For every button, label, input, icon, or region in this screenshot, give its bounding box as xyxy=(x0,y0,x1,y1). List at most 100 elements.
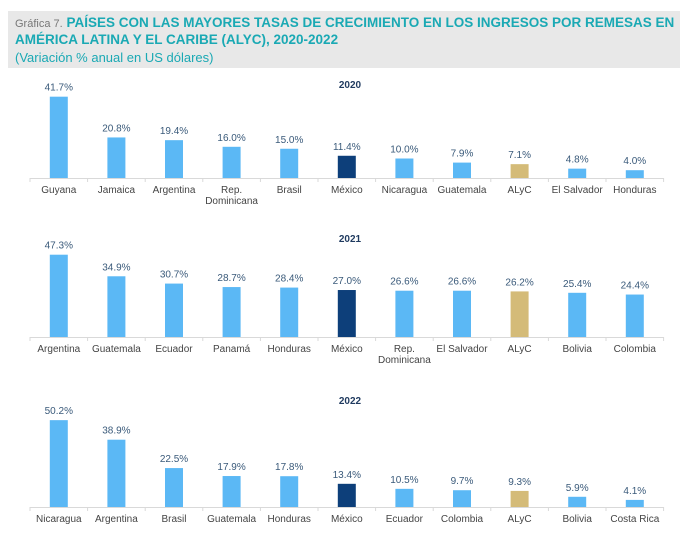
category-label: Bolivia xyxy=(562,344,592,355)
bar-m-xico xyxy=(337,483,356,507)
bar-ecuador xyxy=(395,488,414,507)
data-label: 20.8% xyxy=(102,123,130,134)
bar-argentina xyxy=(49,254,68,337)
bar-guatemala xyxy=(222,476,241,507)
data-label: 41.7% xyxy=(45,83,73,94)
bar-ecuador xyxy=(165,283,183,337)
data-label: 26.6% xyxy=(448,277,476,288)
data-label: 17.9% xyxy=(217,462,245,473)
bar-guyana xyxy=(49,96,68,178)
category-label: El Salvador xyxy=(552,185,604,196)
category-label: Ecuador xyxy=(386,514,424,525)
chart-panel-2021: 2021 47.3% Argentina 34.9% Guatemala 30.7% Ecu… xyxy=(29,234,665,366)
category-label: Brasil xyxy=(277,185,302,196)
data-label: 9.3% xyxy=(508,477,531,488)
bar-colombia xyxy=(625,294,644,337)
bar-jamaica xyxy=(107,137,126,178)
category-label: Honduras xyxy=(268,514,311,525)
panel-year-title: 2020 xyxy=(339,80,362,91)
bar-honduras xyxy=(625,170,644,178)
data-label: 26.6% xyxy=(390,277,418,288)
data-label: 10.5% xyxy=(390,475,418,486)
category-label-line2: Dominicana xyxy=(205,196,258,207)
bar-argentina xyxy=(165,140,183,178)
data-label: 10.0% xyxy=(390,145,418,156)
bar-bolivia xyxy=(568,496,587,507)
figure-number: Gráfica 7. xyxy=(15,18,63,30)
category-label: Bolivia xyxy=(562,514,592,525)
category-label: ALyC xyxy=(508,514,532,525)
data-label: 15.0% xyxy=(275,135,303,146)
bar-m-xico xyxy=(337,290,356,337)
data-label: 9.7% xyxy=(451,476,474,487)
category-label: Honduras xyxy=(268,344,311,355)
category-label: ALyC xyxy=(508,185,532,196)
data-label: 4.1% xyxy=(623,486,646,497)
data-label: 7.1% xyxy=(508,150,531,161)
category-label: Nicaragua xyxy=(36,514,82,525)
category-label: Guyana xyxy=(41,185,76,196)
data-label: 24.4% xyxy=(621,281,649,292)
data-label: 17.8% xyxy=(275,462,303,473)
data-label: 38.9% xyxy=(102,426,130,437)
category-label: Ecuador xyxy=(155,344,193,355)
data-label: 28.7% xyxy=(217,273,245,284)
bar-alyc xyxy=(510,291,529,337)
category-label: ALyC xyxy=(508,344,532,355)
bar-rep-dominicana xyxy=(395,290,414,337)
title-line-2: AMÉRICA LATINA Y EL CARIBE (ALYC), 2020-… xyxy=(15,32,339,47)
bar-honduras xyxy=(280,476,299,507)
category-label: México xyxy=(331,344,363,355)
data-label: 16.0% xyxy=(217,133,245,144)
bar-nicaragua xyxy=(49,420,68,507)
category-label: Guatemala xyxy=(438,185,487,196)
chart-panel-2020: 2020 41.7% Guyana 20.8% Jamaica 19.4% Argentin… xyxy=(29,80,665,207)
bar-alyc xyxy=(510,490,529,507)
bar-m-xico xyxy=(337,155,356,178)
category-label: México xyxy=(331,514,363,525)
data-label: 28.4% xyxy=(275,274,303,285)
data-label: 5.9% xyxy=(566,483,589,494)
category-label: Panamá xyxy=(213,344,251,355)
bar-colombia xyxy=(453,490,471,507)
category-label: México xyxy=(331,185,363,196)
data-label: 19.4% xyxy=(160,126,188,137)
category-label: Argentina xyxy=(37,344,80,355)
bar-el-salvador xyxy=(453,290,471,337)
panel-year-title: 2022 xyxy=(339,396,362,407)
chart-subtitle: (Variación % anual en US dólares) xyxy=(15,50,214,65)
bar-bolivia xyxy=(568,292,587,337)
category-label: Nicaragua xyxy=(382,185,428,196)
category-label: Rep. xyxy=(221,185,242,196)
data-label: 34.9% xyxy=(102,262,130,273)
data-label: 26.2% xyxy=(505,277,533,288)
data-label: 4.8% xyxy=(566,155,589,166)
chart-header: Gráfica 7. PAÍSES CON LAS MAYORES TASAS … xyxy=(8,11,680,68)
bar-honduras xyxy=(280,287,299,337)
category-label: Guatemala xyxy=(92,344,141,355)
bar-panam- xyxy=(222,287,241,337)
bar-argentina xyxy=(107,439,126,507)
data-label: 47.3% xyxy=(45,241,73,252)
bar-guatemala xyxy=(107,276,126,337)
data-label: 27.0% xyxy=(333,276,361,287)
category-label: Rep. xyxy=(394,344,415,355)
category-label: El Salvador xyxy=(436,344,488,355)
chart-panel-2022: 2022 50.2% Nicaragua 38.9% Argentina 22.5% Bra… xyxy=(29,396,665,525)
category-label: Brasil xyxy=(161,514,186,525)
category-label: Argentina xyxy=(95,514,138,525)
data-label: 50.2% xyxy=(45,406,73,417)
data-label: 11.4% xyxy=(333,142,361,153)
category-label: Argentina xyxy=(153,185,196,196)
bar-alyc xyxy=(510,164,529,178)
bar-nicaragua xyxy=(395,158,414,178)
bar-el-salvador xyxy=(568,168,587,178)
data-label: 4.0% xyxy=(623,156,646,167)
category-label: Jamaica xyxy=(98,185,136,196)
category-label-line2: Dominicana xyxy=(378,355,431,366)
title-line-1: Gráfica 7. PAÍSES CON LAS MAYORES TASAS … xyxy=(15,15,674,30)
bar-costa-rica xyxy=(625,499,644,507)
data-label: 30.7% xyxy=(160,270,188,281)
title-text-1: PAÍSES CON LAS MAYORES TASAS DE CRECIMIE… xyxy=(66,15,675,30)
category-label: Colombia xyxy=(441,514,484,525)
